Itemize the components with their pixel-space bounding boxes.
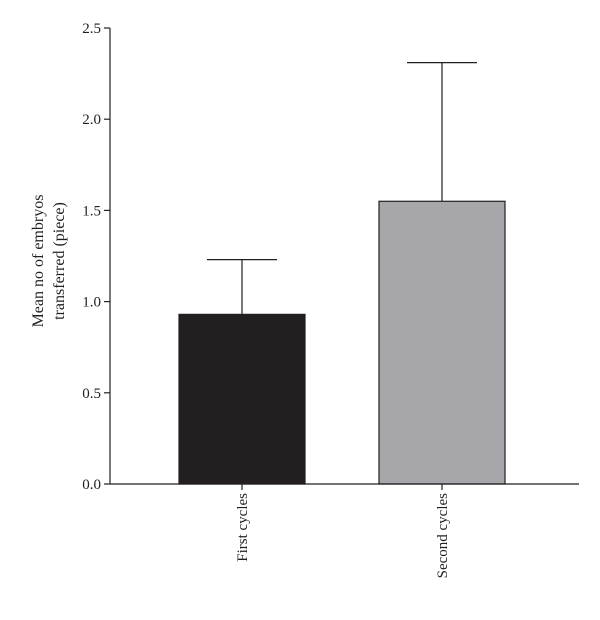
bars-group xyxy=(178,200,506,485)
y-tick-label-3: 1.0 xyxy=(82,295,101,311)
y-tick-label-6: 2.5 xyxy=(82,21,101,37)
x-tick-label-2: Second cycles xyxy=(435,493,451,579)
y-tick-label-1: 0.0 xyxy=(82,477,101,493)
x-tick-label-1: First cycles xyxy=(235,493,251,562)
y-tick-label-5: 2.0 xyxy=(82,112,101,128)
y-axis-title-line-1: Mean no of embryos xyxy=(30,195,47,328)
y-tick-label-4: 1.5 xyxy=(82,203,101,219)
y-axis-title: Mean no of embryos transferred (piece) xyxy=(30,195,68,328)
axes-group xyxy=(109,28,579,485)
y-tick-label-2: 0.5 xyxy=(82,386,101,402)
x-ticks-group: First cycles Second cycles xyxy=(235,484,451,578)
y-ticks-group: 0.0 0.5 1.0 1.5 2.0 2.5 xyxy=(82,21,110,493)
bar-1 xyxy=(178,313,306,485)
y-axis-title-line-2: transferred (piece) xyxy=(51,202,68,320)
bar-2 xyxy=(378,200,506,485)
error-bars-group xyxy=(207,62,477,315)
